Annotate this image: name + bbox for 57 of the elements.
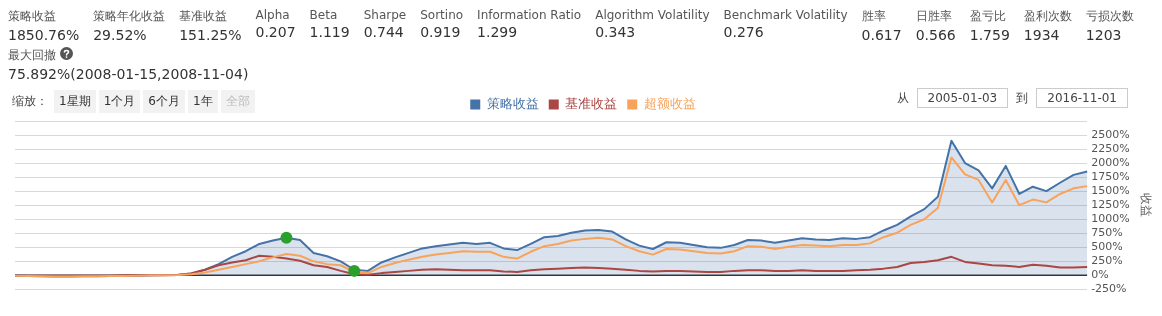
text: 6个月	[143, 90, 185, 113]
text: Beta	[309, 8, 338, 22]
y-tick-label: 2250%	[1091, 141, 1130, 155]
text: 1850.76%	[8, 27, 80, 43]
text: 策略收益	[8, 9, 56, 23]
y-tick-label: 1750%	[1091, 169, 1130, 183]
text: Information Ratio	[477, 8, 582, 22]
text: 策略年化收益	[93, 9, 166, 23]
text: 0.566	[915, 27, 956, 43]
y-tick-label: 2500%	[1091, 127, 1130, 141]
y-tick-label: 1000%	[1091, 212, 1130, 226]
text: 基准收益	[179, 9, 228, 23]
text: 0.744	[363, 24, 405, 40]
text: 1个月	[98, 90, 141, 113]
legend-label: 策略收益	[486, 95, 539, 111]
text: 从	[896, 89, 909, 107]
text: Sharpe	[363, 8, 407, 22]
y-tick-label: 2000%	[1091, 155, 1130, 169]
text: 日胜率	[915, 9, 952, 23]
text: 到	[1016, 89, 1029, 107]
y-tick-label: 750%	[1091, 226, 1123, 240]
text: 1.299	[477, 24, 519, 40]
y-tick-label: 0%	[1091, 268, 1109, 282]
y-tick-label: -250%	[1091, 282, 1127, 296]
y-tick-label: 1500%	[1091, 184, 1130, 198]
text: 0.919	[420, 24, 462, 40]
text: 0.617	[861, 27, 902, 43]
text: 1203	[1085, 27, 1123, 43]
text: 胜率	[861, 9, 886, 23]
text: 缩放：	[12, 93, 48, 110]
text: 29.52%	[93, 27, 148, 43]
text: 最大回撤	[8, 48, 56, 62]
text: 0.343	[595, 24, 637, 40]
text: 亏损次数	[1085, 9, 1134, 23]
text: 2016-11-01	[1036, 88, 1128, 108]
text: 0.276	[723, 24, 765, 40]
legend-label: 基准收益	[565, 95, 618, 111]
text: 1.119	[309, 24, 350, 40]
text: 75.892%(2008-01-15,2008-11-04)	[8, 66, 249, 82]
text: 1934	[1023, 27, 1061, 43]
text: 1年	[187, 90, 218, 113]
text: 1星期	[54, 90, 96, 113]
text: Alpha	[255, 8, 290, 22]
text: 盈亏比	[969, 9, 1006, 23]
text: Algorithm Volatility	[595, 8, 710, 22]
text: 盈利次数	[1023, 9, 1072, 23]
text: 1.759	[969, 27, 1010, 43]
y-tick-label: 250%	[1091, 254, 1123, 268]
text: Benchmark Volatility	[723, 8, 848, 22]
y-tick-label: 500%	[1091, 240, 1123, 254]
text: 151.25%	[179, 27, 242, 43]
y-tick-label: 1250%	[1091, 198, 1130, 212]
legend-label: 超额收益	[643, 95, 696, 111]
text: 2005-01-03	[916, 88, 1009, 108]
text: 0.207	[255, 24, 296, 40]
y2-axis-title: 收益	[1138, 193, 1153, 218]
text: Sortino	[420, 8, 464, 22]
